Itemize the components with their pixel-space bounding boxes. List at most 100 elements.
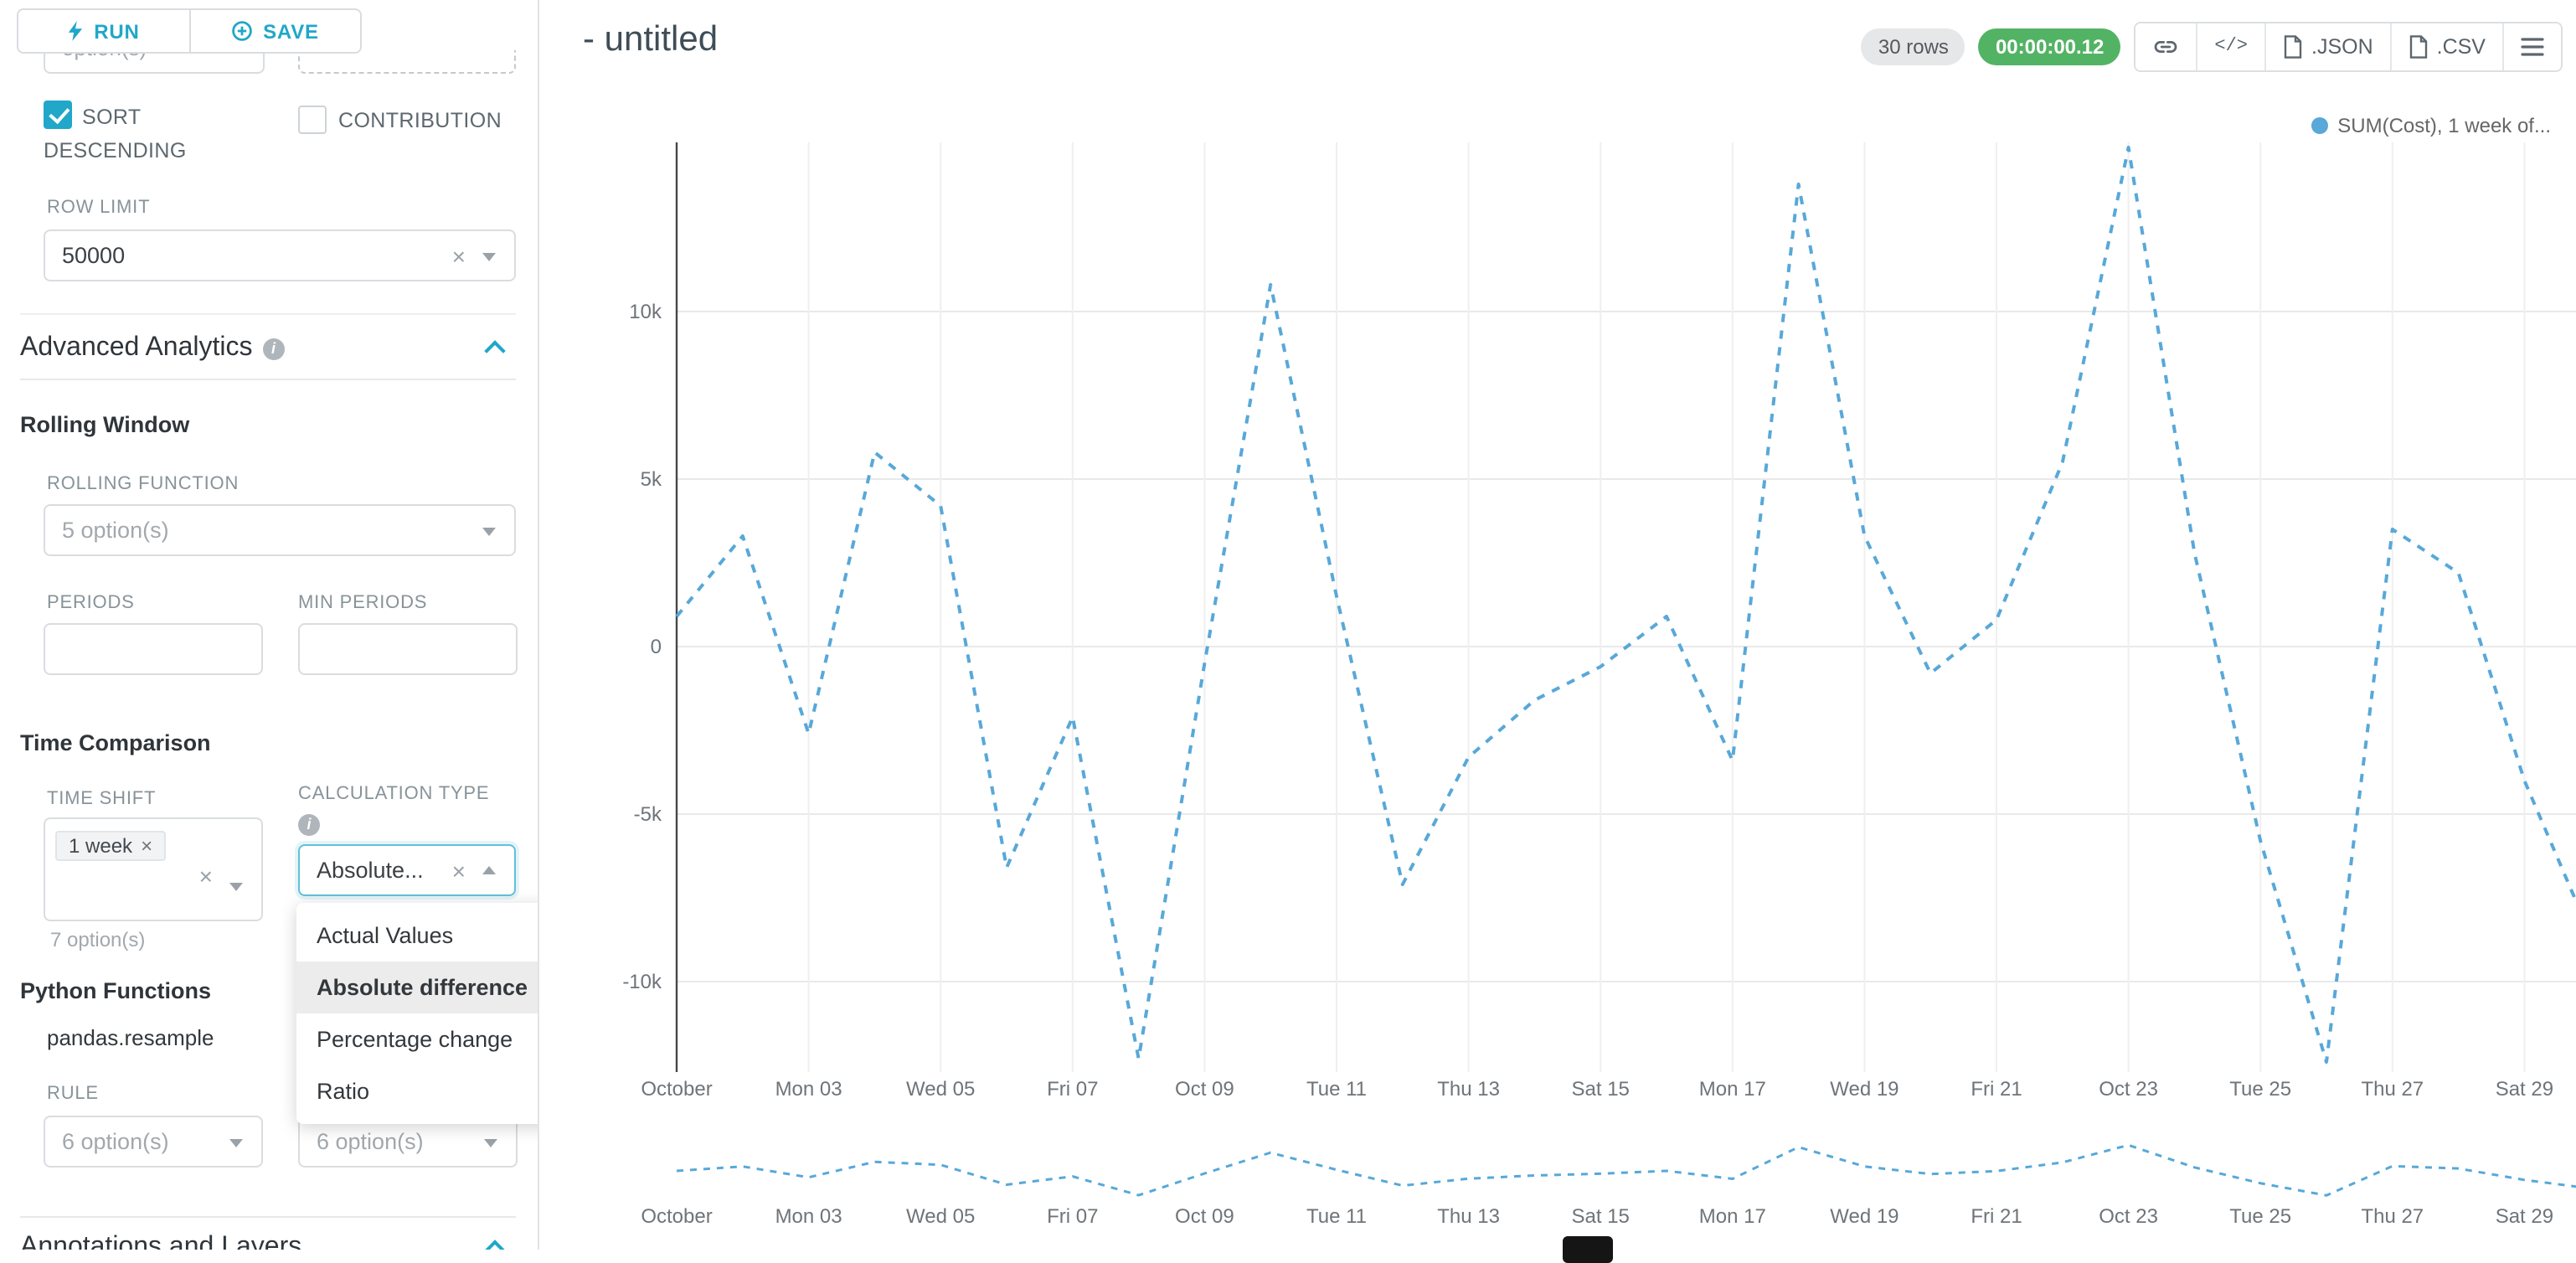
advanced-analytics-title: Advanced Analytics (20, 333, 253, 362)
x-axis-label: Sat 29 (2496, 1078, 2553, 1101)
menu-option[interactable]: Ratio (317, 1079, 370, 1104)
preview-x-axis-label: Tue 25 (2229, 1205, 2291, 1228)
x-axis-label: Tue 11 (1306, 1078, 1367, 1101)
menu-option[interactable]: Actual Values (317, 923, 454, 948)
min-periods-label: MIN PERIODS (298, 593, 428, 613)
calculation-type-select[interactable]: Absolute... × (298, 844, 516, 896)
min-periods-input[interactable] (298, 623, 518, 675)
row-limit-value: 50000 (62, 243, 126, 268)
link-icon (2155, 41, 2177, 53)
export-button-group: </> .JSON .CSV (2134, 22, 2563, 72)
preview-x-axis-label: Oct 09 (1175, 1205, 1234, 1228)
time-shift-label: TIME SHIFT (47, 789, 157, 809)
annotations-layers-title: Annotations and Layers (20, 1233, 302, 1250)
file-icon (2284, 35, 2302, 59)
checkbox-checked-icon[interactable] (44, 101, 72, 129)
rule-select-2[interactable]: 6 option(s) (298, 1116, 518, 1168)
sort-descending-label: SORT DESCENDING (44, 106, 187, 162)
embed-code-button[interactable]: </> (2196, 23, 2264, 70)
clear-icon[interactable]: × (451, 242, 466, 269)
x-axis-label: Mon 17 (1699, 1078, 1766, 1101)
y-axis-label: -10k (622, 971, 662, 993)
chevron-up-icon (484, 1240, 506, 1250)
line-chart[interactable]: 10k 5k 0 -5k -10k October October Mon 03 Mon 03 W… (541, 84, 2576, 1250)
x-axis-label: Thu 27 (2361, 1078, 2424, 1101)
rolling-function-select[interactable]: 5 option(s) (44, 504, 516, 556)
annotations-layers-header[interactable]: Annotations and Layers (20, 1216, 516, 1250)
save-button[interactable]: SAVE (188, 10, 360, 52)
menu-option[interactable]: Absolute difference (296, 961, 538, 1013)
advanced-analytics-header[interactable]: Advanced Analytics i (20, 333, 516, 380)
periods-label: PERIODS (47, 593, 135, 613)
x-axis-label: Thu 13 (1437, 1078, 1500, 1101)
caret-down-icon (229, 1138, 243, 1147)
file-icon (2409, 35, 2427, 59)
hamburger-icon (2521, 38, 2544, 56)
time-shift-hint: 7 option(s) (50, 928, 146, 951)
export-csv-label: .CSV (2436, 35, 2486, 59)
run-button[interactable]: RUN (18, 10, 188, 52)
run-save-toolbar: RUN SAVE (17, 8, 362, 54)
preview-series-line (676, 1143, 2576, 1197)
row-count-badge: 30 rows (1861, 28, 1965, 65)
preview-x-axis-label: Fri 07 (1047, 1205, 1098, 1228)
x-axis-label: Mon 03 (775, 1078, 842, 1101)
run-label: RUN (94, 19, 140, 43)
copy-link-button[interactable] (2136, 23, 2197, 70)
preview-x-axis-label: Sat 15 (1572, 1205, 1630, 1228)
calculation-type-menu: Actual Values Absolute difference Percenta… (296, 903, 538, 1124)
preview-x-axis-label: Wed 19 (1830, 1205, 1899, 1228)
control-panel: option(s) RUN SAVE SORT DESCENDING CONTR… (0, 0, 539, 1250)
row-limit-select[interactable]: 50000 × (44, 229, 516, 281)
x-axis-label: Fri 07 (1047, 1078, 1098, 1101)
caret-down-icon (229, 883, 243, 891)
preview-x-axis-label: Tue 11 (1306, 1205, 1367, 1228)
rolling-function-placeholder: 5 option(s) (62, 518, 169, 543)
checkbox-unchecked-icon[interactable] (298, 106, 327, 134)
query-timer-badge: 00:00:00.12 (1978, 28, 2121, 65)
rolling-window-title: Rolling Window (20, 412, 190, 437)
periods-input[interactable] (44, 623, 263, 675)
caret-down-icon (482, 527, 496, 535)
sort-descending-checkbox[interactable]: SORT DESCENDING (44, 101, 245, 168)
preview-x-axis-label: Wed 05 (906, 1205, 975, 1228)
calculation-type-value: Absolute... (317, 858, 424, 883)
x-axis-label: Tue 25 (2229, 1078, 2291, 1101)
python-functions-title: Python Functions (20, 978, 211, 1003)
chart-legend[interactable]: SUM(Cost), 1 week of... (2311, 114, 2551, 137)
row-limit-label: ROW LIMIT (47, 198, 151, 218)
preview-x-axis-label: Sat 29 (2496, 1205, 2553, 1228)
export-json-button[interactable]: .JSON (2264, 23, 2390, 70)
divider (20, 313, 516, 315)
save-label: SAVE (263, 19, 319, 43)
time-shift-tag-label: 1 week (69, 834, 133, 858)
x-axis-label: October (641, 1078, 712, 1101)
menu-option[interactable]: Percentage change (317, 1027, 513, 1052)
more-menu-button[interactable] (2502, 23, 2561, 70)
preview-x-axis-label: October (641, 1205, 712, 1228)
time-shift-tag[interactable]: 1 week × (55, 831, 167, 861)
y-axis-label: 10k (629, 301, 662, 323)
preview-x-axis-label: Mon 17 (1699, 1205, 1766, 1228)
series-line (675, 146, 2576, 1064)
export-csv-button[interactable]: .CSV (2389, 23, 2502, 70)
clear-icon[interactable]: × (451, 857, 466, 884)
preview-x-axis-label: Thu 27 (2361, 1205, 2424, 1228)
time-shift-select[interactable]: 1 week × × (44, 817, 263, 921)
rule-select[interactable]: 6 option(s) (44, 1116, 263, 1168)
bolt-icon (69, 21, 83, 41)
x-axis-label: Oct 23 (2099, 1078, 2158, 1101)
info-icon: i (298, 814, 320, 836)
preview-x-axis-label: Thu 13 (1437, 1205, 1500, 1228)
chart-header-actions: 30 rows 00:00:00.12 </> .JSON .CSV (1861, 22, 2563, 72)
x-axis-label: Oct 09 (1175, 1078, 1234, 1101)
contribution-label: CONTRIBUTION (338, 108, 502, 131)
time-comparison-title: Time Comparison (20, 730, 211, 755)
x-axis-label: Wed 05 (906, 1078, 975, 1101)
clear-icon[interactable]: × (198, 863, 213, 889)
tag-close-icon[interactable]: × (141, 834, 153, 858)
rule2-placeholder: 6 option(s) (317, 1129, 424, 1154)
contribution-checkbox[interactable]: CONTRIBUTION (298, 106, 502, 134)
y-axis-label: 5k (641, 468, 662, 491)
caret-down-icon (484, 1138, 497, 1147)
